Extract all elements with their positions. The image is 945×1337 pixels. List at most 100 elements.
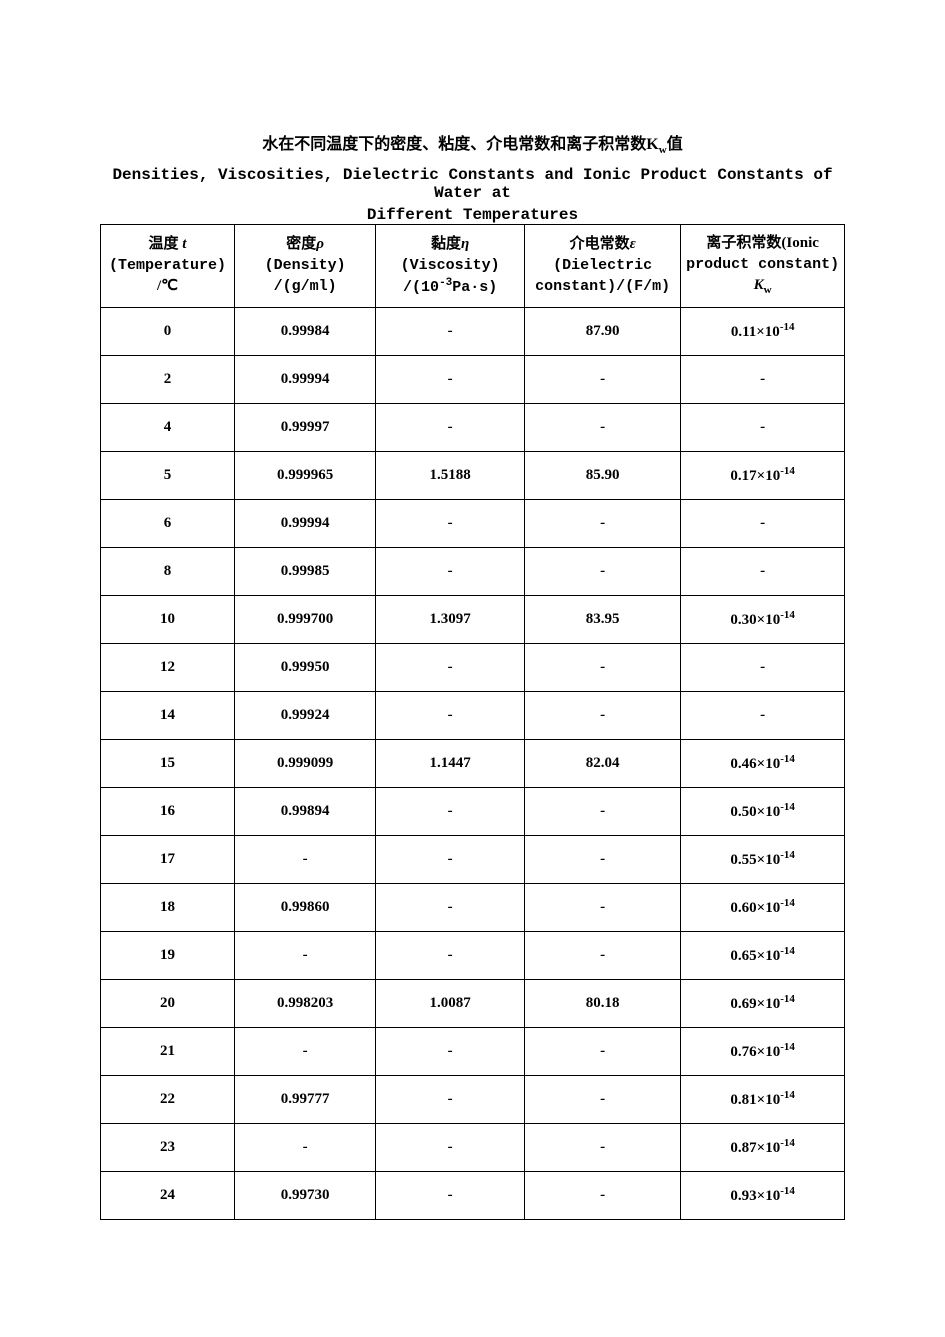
cell-temperature: 14 — [101, 691, 235, 739]
cell-temperature: 0 — [101, 307, 235, 355]
table-row: 160.99894--0.50×10-14 — [101, 787, 845, 835]
ionic-exp-prefix: ×10 — [757, 852, 781, 868]
ionic-exp-prefix: ×10 — [757, 948, 781, 964]
header-dielectric: 介电常数ε (Dielectric constant)/(F/m) — [525, 225, 681, 307]
cell-density: 0.99924 — [234, 691, 375, 739]
table-row: 220.99777--0.81×10-14 — [101, 1075, 845, 1123]
table-row: 60.99994--- — [101, 499, 845, 547]
ionic-coef: 0.11 — [731, 324, 756, 340]
title-zh-text: 水在不同温度下的密度、粘度、介电常数和离子积常数K — [262, 136, 658, 153]
ionic-exp-value: -14 — [780, 609, 795, 621]
hdr-visc-zh: 黏度 — [431, 236, 461, 252]
ionic-coef: 0.93 — [730, 1188, 756, 1204]
cell-density: 0.999700 — [234, 595, 375, 643]
title-chinese: 水在不同温度下的密度、粘度、介电常数和离子积常数Kw值 — [100, 130, 845, 156]
ionic-exp-value: -14 — [780, 1041, 795, 1053]
cell-ionic-product: 0.81×10-14 — [681, 1075, 845, 1123]
hdr-temp-en: (Temperature) — [105, 255, 230, 276]
ionic-coef: 0.69 — [730, 996, 756, 1012]
hdr-dens-unit: /(g/ml) — [239, 276, 371, 297]
ionic-coef: 0.87 — [730, 1140, 756, 1156]
cell-temperature: 18 — [101, 883, 235, 931]
hdr-diel-sym: ε — [630, 236, 636, 252]
table-body: 00.99984-87.900.11×10-1420.99994---40.99… — [101, 307, 845, 1219]
cell-density: - — [234, 931, 375, 979]
cell-density: 0.99950 — [234, 643, 375, 691]
ionic-exp-prefix: ×10 — [757, 756, 781, 772]
cell-viscosity: - — [376, 1171, 525, 1219]
cell-density: 0.999965 — [234, 451, 375, 499]
hdr-visc-unit-prefix: /(10 — [403, 279, 439, 296]
cell-density: 0.99777 — [234, 1075, 375, 1123]
hdr-ionic-zh: 离子积常数(Ionic — [685, 233, 840, 254]
cell-viscosity: - — [376, 835, 525, 883]
cell-ionic-product: 0.50×10-14 — [681, 787, 845, 835]
hdr-diel-en2: constant)/(F/m) — [529, 276, 676, 297]
ionic-exp-prefix: ×10 — [757, 804, 781, 820]
hdr-temp-sym: t — [182, 236, 186, 252]
table-row: 23---0.87×10-14 — [101, 1123, 845, 1171]
hdr-visc-unit-suffix: Pa·s) — [452, 279, 497, 296]
cell-viscosity: - — [376, 307, 525, 355]
hdr-diel-zh: 介电常数 — [570, 236, 630, 252]
cell-temperature: 15 — [101, 739, 235, 787]
hdr-ionic-sub: w — [764, 284, 772, 296]
cell-temperature: 16 — [101, 787, 235, 835]
ionic-coef: 0.17 — [730, 468, 756, 484]
ionic-coef: 0.46 — [730, 756, 756, 772]
ionic-exp-value: -14 — [780, 1089, 795, 1101]
ionic-exp-prefix: ×10 — [757, 468, 781, 484]
cell-temperature: 8 — [101, 547, 235, 595]
table-row: 150.9990991.144782.040.46×10-14 — [101, 739, 845, 787]
cell-density: 0.99994 — [234, 499, 375, 547]
cell-dielectric: - — [525, 355, 681, 403]
hdr-ionic-en: product constant) — [685, 254, 840, 275]
cell-ionic-product: - — [681, 403, 845, 451]
header-ionic-product: 离子积常数(Ionic product constant) Kw — [681, 225, 845, 307]
cell-viscosity: - — [376, 883, 525, 931]
cell-density: - — [234, 1027, 375, 1075]
ionic-exp-value: -14 — [780, 1137, 795, 1149]
ionic-exp-value: -14 — [780, 465, 795, 477]
title-english-line1: Densities, Viscosities, Dielectric Const… — [100, 166, 845, 202]
ionic-exp-value: -14 — [780, 801, 795, 813]
cell-temperature: 22 — [101, 1075, 235, 1123]
cell-temperature: 2 — [101, 355, 235, 403]
cell-density: 0.999099 — [234, 739, 375, 787]
ionic-coef: 0.30 — [730, 612, 756, 628]
cell-dielectric: - — [525, 691, 681, 739]
cell-temperature: 24 — [101, 1171, 235, 1219]
cell-dielectric: - — [525, 835, 681, 883]
cell-ionic-product: - — [681, 355, 845, 403]
cell-ionic-product: 0.76×10-14 — [681, 1027, 845, 1075]
cell-temperature: 20 — [101, 979, 235, 1027]
cell-viscosity: - — [376, 787, 525, 835]
cell-temperature: 12 — [101, 643, 235, 691]
cell-ionic-product: 0.55×10-14 — [681, 835, 845, 883]
cell-density: - — [234, 835, 375, 883]
cell-temperature: 10 — [101, 595, 235, 643]
cell-ionic-product: - — [681, 499, 845, 547]
ionic-exp-value: -14 — [780, 753, 795, 765]
cell-viscosity: - — [376, 499, 525, 547]
cell-viscosity: - — [376, 1075, 525, 1123]
cell-dielectric: 85.90 — [525, 451, 681, 499]
cell-ionic-product: 0.69×10-14 — [681, 979, 845, 1027]
ionic-exp-prefix: ×10 — [757, 1092, 781, 1108]
table-row: 21---0.76×10-14 — [101, 1027, 845, 1075]
hdr-temp-unit: /℃ — [105, 276, 230, 297]
hdr-temp-zh: 温度 — [148, 236, 178, 252]
cell-viscosity: - — [376, 547, 525, 595]
cell-dielectric: - — [525, 547, 681, 595]
ionic-exp-value: -14 — [780, 897, 795, 909]
cell-temperature: 6 — [101, 499, 235, 547]
cell-ionic-product: 0.46×10-14 — [681, 739, 845, 787]
cell-ionic-product: - — [681, 643, 845, 691]
table-row: 120.99950--- — [101, 643, 845, 691]
ionic-exp-prefix: ×10 — [757, 1140, 781, 1156]
cell-dielectric: - — [525, 1075, 681, 1123]
title-zh-suffix: 值 — [667, 136, 683, 153]
ionic-coef: 0.55 — [730, 852, 756, 868]
ionic-exp-prefix: ×10 — [757, 612, 781, 628]
cell-temperature: 21 — [101, 1027, 235, 1075]
